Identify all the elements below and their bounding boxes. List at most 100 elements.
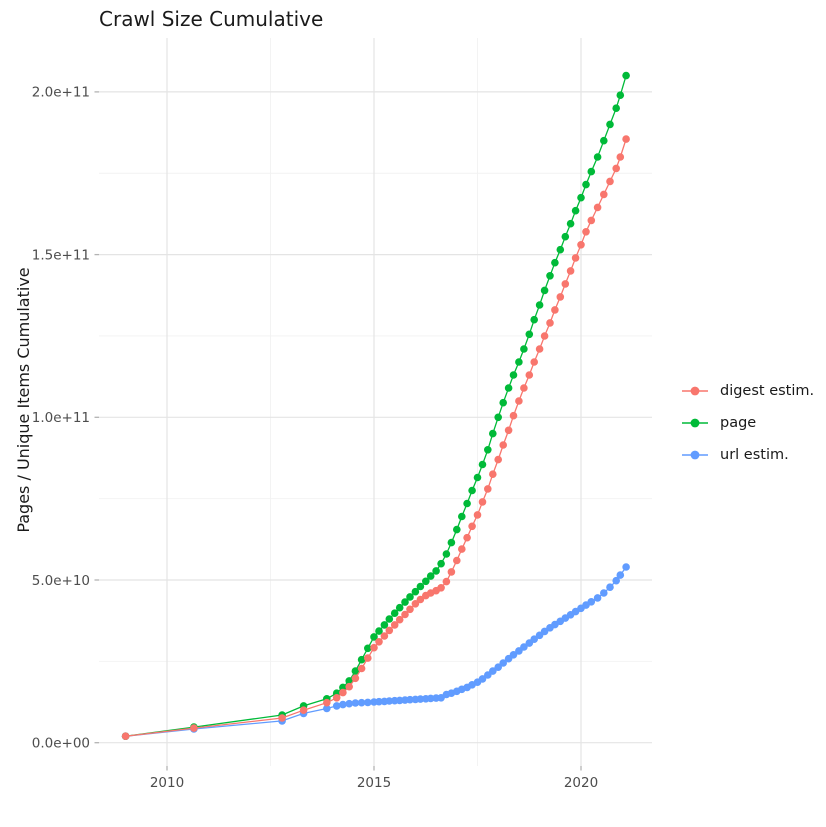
series-point-page <box>577 193 585 202</box>
series-point-digest-estim- <box>390 621 399 629</box>
series-point-url-estim- <box>385 697 394 705</box>
y-tick-label-1.0e+11: 1.0e+11 <box>32 410 90 426</box>
series-point-digest-estim- <box>587 216 596 225</box>
series-point-page <box>395 603 404 612</box>
series-point-page <box>411 587 420 596</box>
series-point-page <box>478 460 487 469</box>
series-point-page <box>546 272 554 280</box>
series-point-page <box>520 345 528 353</box>
series-point-digest-estim- <box>351 674 360 683</box>
series-point-page <box>484 446 492 454</box>
x-tick-label-2020: 2020 <box>564 775 598 791</box>
series-point-page <box>390 609 399 617</box>
series-point-url-estim- <box>600 589 608 597</box>
series-point-digest-estim- <box>622 135 630 143</box>
series-point-page <box>437 559 445 568</box>
series-point-digest-estim- <box>504 426 513 435</box>
series-point-page <box>351 667 360 675</box>
series-point-digest-estim- <box>556 293 565 301</box>
legend-item-page: page <box>681 407 814 439</box>
series-point-url-estim- <box>612 576 620 585</box>
series-point-page <box>406 593 414 601</box>
series-point-page <box>375 627 383 635</box>
series-point-page <box>489 429 497 438</box>
series-point-url-estim- <box>593 594 602 602</box>
series-point-page <box>571 206 580 215</box>
series-point-digest-estim- <box>278 714 286 722</box>
series-point-digest-estim- <box>370 643 378 652</box>
series-point-page <box>468 486 476 495</box>
legend-key-digest-estim <box>682 386 708 396</box>
y-tick-label-5.0e+10: 5.0e+10 <box>32 573 90 589</box>
series-point-digest-estim- <box>190 724 198 732</box>
series-point-digest-estim- <box>530 358 538 366</box>
series-point-page <box>499 398 508 407</box>
series-point-digest-estim- <box>540 332 549 340</box>
y-tick-label-2.0e+11: 2.0e+11 <box>32 85 90 101</box>
series-point-digest-estim- <box>566 267 575 275</box>
series-point-url-estim- <box>499 659 508 667</box>
series-point-page <box>566 219 575 228</box>
series-point-digest-estim- <box>561 280 570 288</box>
legend: digest estim. page url estim. <box>681 375 814 471</box>
x-tick-label-2015: 2015 <box>357 775 391 791</box>
series-point-url-estim- <box>616 571 625 579</box>
series-point-digest-estim- <box>612 164 620 173</box>
series-point-url-estim- <box>494 663 503 671</box>
series-point-url-estim- <box>606 583 614 591</box>
series-point-page <box>540 286 549 295</box>
series-point-url-estim- <box>339 700 347 709</box>
series-point-digest-estim- <box>364 654 372 662</box>
series-point-digest-estim- <box>437 584 445 592</box>
series-point-page <box>339 683 347 692</box>
legend-item-url-estim: url estim. <box>681 439 814 471</box>
x-tick-label-2010: 2010 <box>150 775 184 791</box>
series-point-digest-estim- <box>380 632 389 640</box>
series-point-page <box>401 598 409 606</box>
series-point-digest-estim- <box>463 533 471 542</box>
series-point-page <box>582 180 590 189</box>
series-point-digest-estim- <box>478 498 487 506</box>
series-point-page <box>426 572 435 580</box>
series-point-digest-estim- <box>375 638 383 646</box>
chart-title: Crawl Size Cumulative <box>99 7 324 31</box>
series-point-url-estim- <box>364 698 372 707</box>
series-point-url-estim- <box>406 695 414 704</box>
series-point-digest-estim- <box>484 485 492 493</box>
series-point-url-estim- <box>332 702 341 710</box>
series-point-page <box>422 577 430 586</box>
series-point-page <box>416 582 425 591</box>
series-point-page <box>453 525 461 534</box>
legend-label-page: page <box>720 415 757 431</box>
series-point-digest-estim- <box>121 732 130 740</box>
series-point-url-estim- <box>375 697 383 706</box>
series-point-url-estim- <box>357 698 366 707</box>
series-point-digest-estim- <box>339 688 347 697</box>
series-point-url-estim- <box>509 651 518 659</box>
series-point-digest-estim- <box>515 397 523 405</box>
series-point-digest-estim- <box>406 605 414 614</box>
series-point-digest-estim- <box>385 626 394 635</box>
series-point-url-estim- <box>323 704 331 713</box>
series-point-url-estim- <box>478 675 487 683</box>
series-point-page <box>357 655 366 664</box>
series-point-url-estim- <box>426 694 435 703</box>
series-point-page <box>606 120 614 129</box>
series-point-digest-estim- <box>442 577 451 586</box>
series-point-url-estim- <box>520 643 528 651</box>
series-point-page <box>432 567 440 575</box>
series-point-digest-estim- <box>447 568 456 576</box>
series-point-digest-estim- <box>509 411 518 420</box>
legend-label-url-estim: url estim. <box>720 447 789 463</box>
legend-key-page <box>682 418 708 428</box>
y-tick-label-0.0e+00: 0.0e+00 <box>32 736 90 752</box>
series-point-url-estim- <box>622 563 630 571</box>
series-point-digest-estim- <box>600 190 608 199</box>
series-point-digest-estim- <box>299 706 308 714</box>
series-point-page <box>616 91 625 99</box>
series-point-page <box>556 245 565 254</box>
series-point-page <box>494 413 503 422</box>
series-point-digest-estim- <box>473 511 482 519</box>
series-point-url-estim- <box>345 699 354 708</box>
